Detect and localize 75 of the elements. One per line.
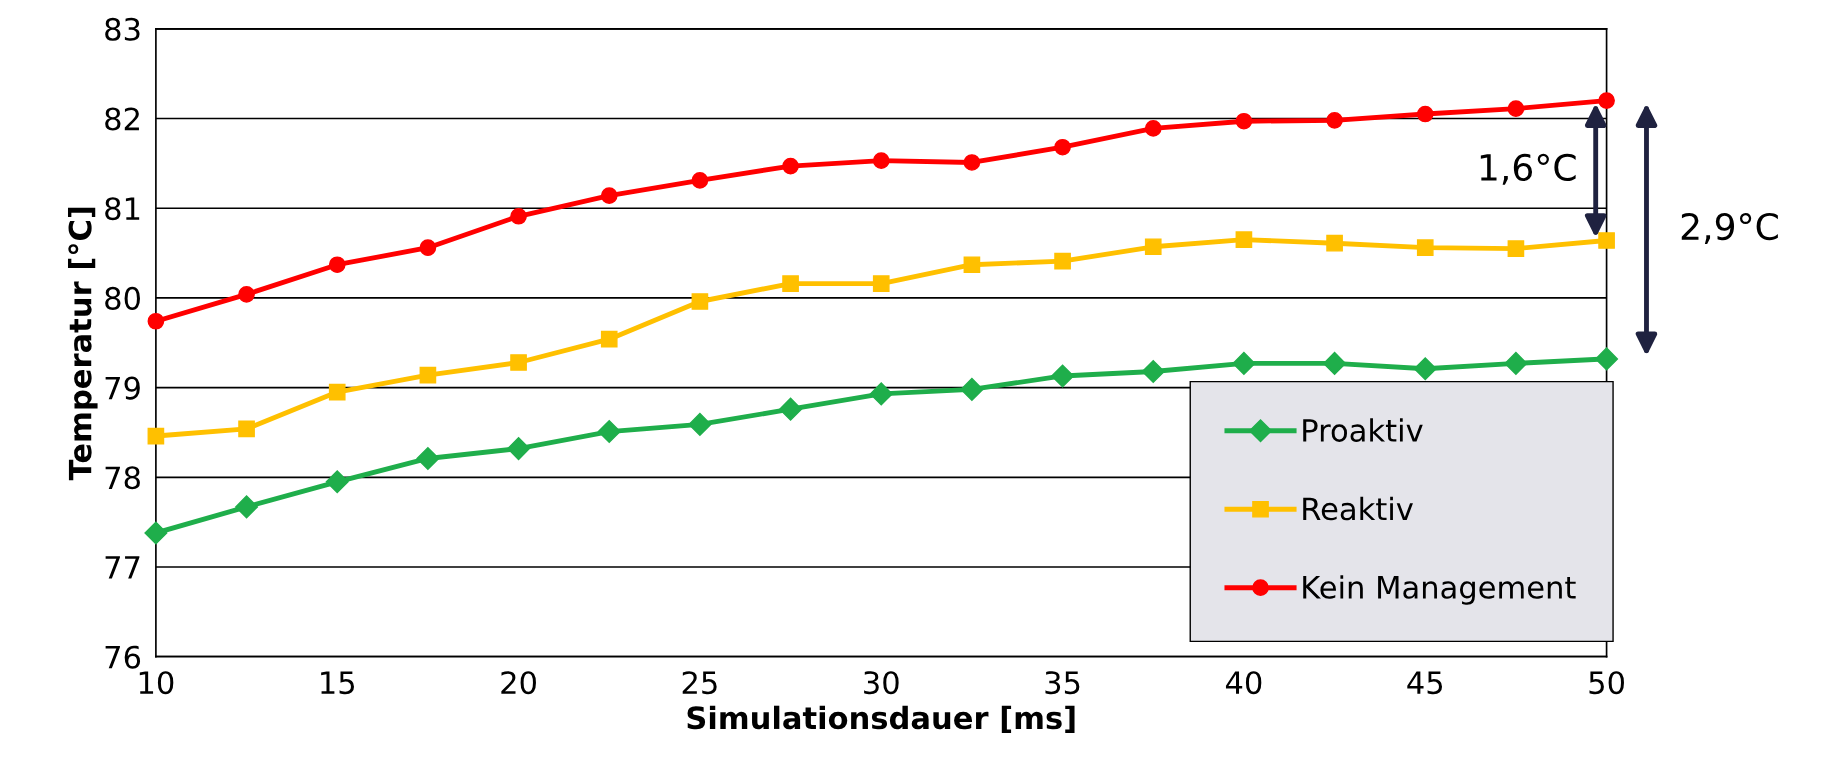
y-tick-label: 80 (105, 286, 140, 310)
point (510, 207, 527, 225)
point (600, 187, 618, 204)
x-tick-label: 45 (1407, 671, 1443, 695)
point (419, 366, 437, 384)
point (1144, 238, 1162, 256)
point (147, 312, 165, 330)
point (963, 154, 981, 171)
y-tick-label: 77 (105, 556, 140, 579)
point (1595, 347, 1619, 371)
point (510, 354, 527, 371)
point (1141, 359, 1165, 383)
point (963, 256, 981, 274)
point (1054, 252, 1071, 270)
point (1326, 111, 1343, 129)
point (872, 152, 890, 170)
point (597, 420, 621, 444)
x-tick-label: 10 (139, 671, 174, 695)
legend-label: Proaktiv (1303, 418, 1423, 442)
point (1598, 92, 1615, 109)
point (325, 470, 349, 494)
x-axis-title: Simulationsdauer [ms] (687, 705, 1075, 733)
point (507, 437, 531, 461)
point (779, 397, 803, 421)
point (1144, 120, 1162, 137)
point (869, 382, 893, 406)
annotation: 1,6°C (1480, 153, 1576, 185)
point (238, 420, 255, 438)
point (1416, 239, 1434, 257)
y-tick-label: 81 (105, 197, 140, 221)
point (419, 239, 437, 257)
point (416, 446, 440, 470)
point (328, 383, 346, 401)
point (691, 293, 709, 310)
x-tick-label: 50 (1589, 671, 1624, 695)
legend-label: Kein Management (1303, 575, 1576, 605)
point (782, 157, 799, 175)
point (147, 427, 165, 445)
point (872, 275, 890, 292)
point (1416, 105, 1434, 123)
x-tick-label: 30 (864, 671, 899, 695)
point (235, 495, 259, 519)
legend-label: Reaktiv (1303, 496, 1413, 521)
point (600, 330, 618, 348)
y-tick-label: 83 (105, 17, 140, 41)
point (1054, 138, 1071, 156)
y-tick-label: 82 (105, 107, 139, 131)
point (688, 412, 712, 436)
point (328, 256, 346, 274)
y-tick-label: 79 (105, 376, 140, 400)
point (1235, 231, 1253, 248)
point (691, 172, 709, 189)
point (1051, 364, 1075, 388)
y-axis-title: Temperatur [°C] (67, 207, 98, 481)
y-tick-label: 76 (105, 645, 141, 669)
point (1504, 351, 1528, 375)
point (1507, 100, 1525, 117)
point (238, 285, 255, 303)
x-tick-label: 35 (1045, 671, 1080, 695)
y-tick-label: 78 (105, 466, 140, 490)
x-tick-label: 15 (321, 671, 354, 695)
x-tick-label: 40 (1225, 671, 1262, 695)
point (1235, 112, 1253, 130)
point (1507, 240, 1525, 257)
point (1413, 357, 1437, 381)
x-tick-label: 25 (682, 671, 717, 695)
point (1323, 351, 1347, 375)
point (782, 275, 799, 292)
point (1232, 351, 1256, 375)
point (1326, 234, 1343, 252)
point (144, 521, 168, 545)
point (1598, 232, 1615, 249)
text: 2,9°C (1681, 212, 1778, 244)
point (960, 377, 984, 401)
x-tick-label: 20 (501, 671, 536, 695)
